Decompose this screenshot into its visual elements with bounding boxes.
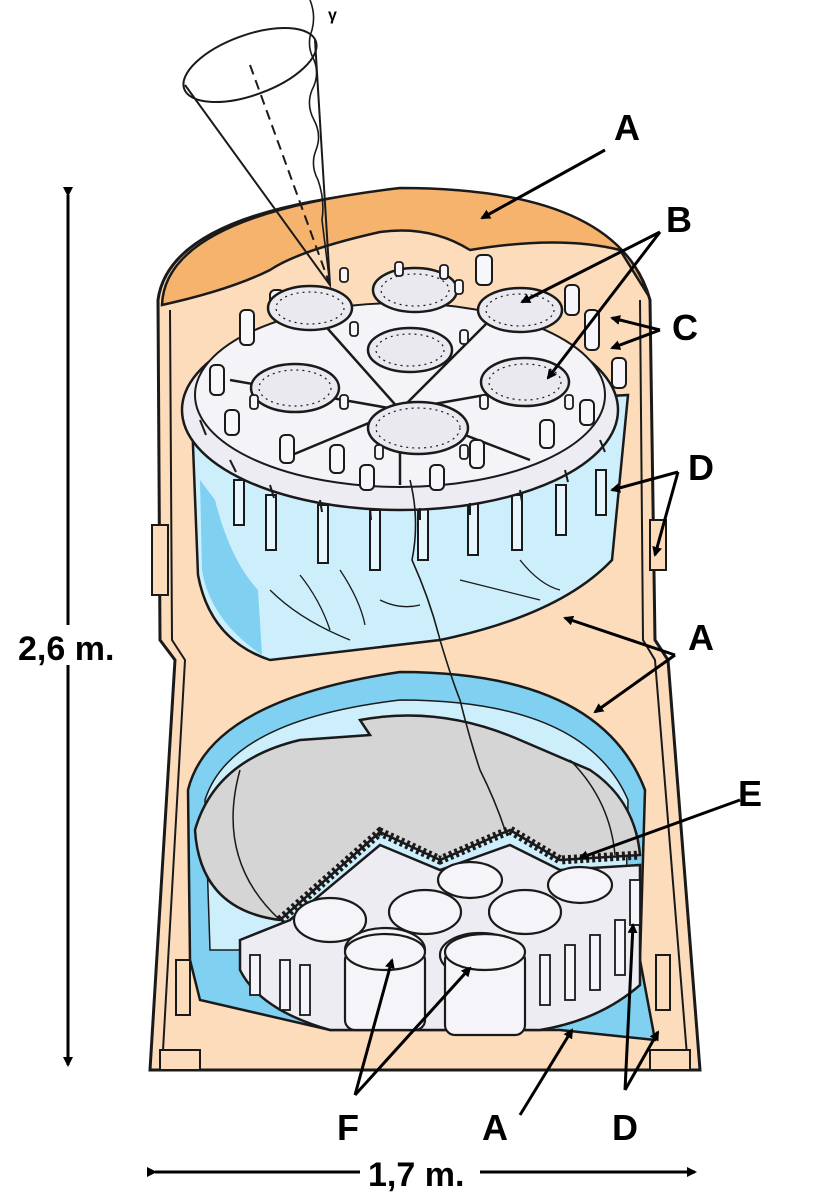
d2-module <box>292 896 368 944</box>
gamma-ray: γ <box>182 0 506 831</box>
side-clamp <box>655 954 671 1011</box>
arrow-d-upper-2 <box>652 471 680 557</box>
d2-shield-disk <box>193 714 642 922</box>
d2-pmt-tubes <box>249 879 641 1016</box>
scattered-gamma-path <box>409 479 506 831</box>
upper-disk-rim-ticks <box>199 419 606 521</box>
arrow-d-lower-1 <box>623 923 638 1091</box>
d1-module <box>249 362 341 414</box>
top-dome-shield <box>160 186 650 307</box>
d2-module <box>546 865 614 905</box>
d2-module <box>387 888 463 936</box>
side-clamp <box>175 959 191 1016</box>
arrow-a-bottom <box>518 1028 574 1116</box>
label-c: C <box>672 307 698 348</box>
label-d-upper: D <box>688 447 714 488</box>
d1-modules <box>249 266 571 456</box>
label-b: B <box>666 199 692 240</box>
arrow-a-mid-1 <box>563 615 676 657</box>
d1-module <box>366 326 454 374</box>
arrow-a-mid-2 <box>593 653 676 714</box>
d1-module <box>479 356 571 408</box>
arrow-d-upper-1 <box>610 470 679 493</box>
callout-labels: A B C D A E F A D <box>337 107 762 1148</box>
callout-arrows <box>353 148 741 1116</box>
module-spokes <box>249 261 574 460</box>
d1-module <box>266 284 354 332</box>
base-foot <box>159 1049 201 1071</box>
arrow-e <box>578 798 741 860</box>
arrow-b-2 <box>546 231 662 380</box>
base-foot <box>649 1049 691 1071</box>
arrow-f-1 <box>353 958 395 1096</box>
label-a-top: A <box>614 107 640 148</box>
scintillator-swirls <box>269 559 561 641</box>
label-a-bottom: A <box>482 1107 508 1148</box>
height-label: 2,6 m. <box>18 630 114 668</box>
label-d-lower: D <box>612 1107 638 1148</box>
label-f: F <box>337 1107 359 1148</box>
upper-detector-disk <box>180 254 627 521</box>
height-dimension: 2,6 m. <box>10 187 140 1067</box>
arrow-f-2 <box>353 966 472 1097</box>
arrow-d-lower-2 <box>623 1030 660 1091</box>
d2-module <box>436 860 504 900</box>
d1-module <box>366 400 470 456</box>
label-a-mid: A <box>688 617 714 658</box>
arrow-b-1 <box>520 230 661 304</box>
upper-tank-shadow <box>200 480 262 655</box>
width-label: 1,7 m. <box>368 1156 464 1194</box>
casing-wall-left <box>161 309 187 1069</box>
arrow-c-2 <box>610 328 661 350</box>
width-dimension: 1,7 m. <box>147 1150 697 1194</box>
cone-axis <box>249 64 331 286</box>
arrow-a-top <box>480 148 606 220</box>
d1-module <box>476 286 564 334</box>
d2-disk-arc <box>232 769 281 921</box>
gamma-label: γ <box>328 7 337 24</box>
lower-detector <box>186 670 657 1042</box>
gamma-path-wavy <box>308 0 331 286</box>
arrow-c-1 <box>610 315 661 332</box>
label-e: E <box>738 773 762 814</box>
upper-pmt-row <box>233 469 607 571</box>
d2-disk-arc <box>569 759 616 856</box>
d2-module <box>487 888 563 936</box>
casing-wall-right <box>639 299 689 1069</box>
side-clamp <box>151 524 169 596</box>
d1-module-dots <box>258 273 562 449</box>
